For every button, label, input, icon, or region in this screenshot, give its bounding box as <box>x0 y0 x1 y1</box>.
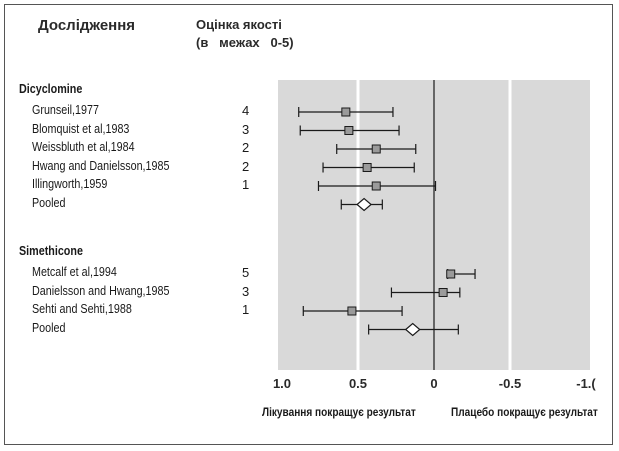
estimate-square <box>371 181 381 191</box>
study-label: Weissbluth et al,1984 <box>32 140 135 154</box>
study-label: Blomquist et al,1983 <box>32 121 130 136</box>
study-column-header: Дослідження <box>38 17 136 34</box>
estimate-square <box>344 126 354 135</box>
x-tick-label: 0 <box>430 376 437 391</box>
quality-score: 2 <box>242 140 250 155</box>
estimate-square <box>347 306 357 316</box>
study-label: Sehti and Sehti,1988 <box>32 302 132 316</box>
quality-score: 4 <box>242 103 250 118</box>
estimate-square <box>438 288 448 297</box>
placebo-better-label: Плацебо покращує результат <box>451 405 598 419</box>
estimate-square <box>341 107 351 117</box>
quality-column-header-line1: Оцінка якості <box>196 17 282 32</box>
quality-column-header-line2: (в межах 0-5) <box>196 35 294 50</box>
quality-score: 2 <box>242 158 250 174</box>
treatment-better-label: Лікування покращує результат <box>262 405 416 419</box>
study-label: Danielsson and Hwang,1985 <box>32 283 170 298</box>
pooled-label: Pooled <box>32 195 66 210</box>
quality-score: 3 <box>242 283 250 299</box>
study-label: Metcalf et al,1994 <box>32 265 117 279</box>
quality-score: 5 <box>242 265 250 280</box>
x-tick-label: 1.0 <box>273 376 291 391</box>
quality-score: 3 <box>242 121 250 137</box>
x-tick-label: -1.( <box>576 376 596 391</box>
study-label: Hwang and Danielsson,1985 <box>32 158 170 173</box>
pooled-label: Pooled <box>32 320 66 335</box>
estimate-square <box>362 163 372 172</box>
group-label: Dicyclomine <box>19 82 83 96</box>
quality-score: 1 <box>242 177 250 192</box>
pooled-diamond <box>404 322 421 337</box>
pooled-diamond <box>356 197 373 212</box>
study-label: Illingworth,1959 <box>32 177 108 191</box>
x-tick-label: -0.5 <box>499 376 521 391</box>
estimate-square <box>371 144 381 154</box>
study-label: Grunseil,1977 <box>32 103 99 117</box>
quality-score: 1 <box>242 302 250 317</box>
estimate-square <box>446 269 456 279</box>
group-label: Simethicone <box>19 244 83 258</box>
x-tick-label: 0.5 <box>349 376 367 391</box>
